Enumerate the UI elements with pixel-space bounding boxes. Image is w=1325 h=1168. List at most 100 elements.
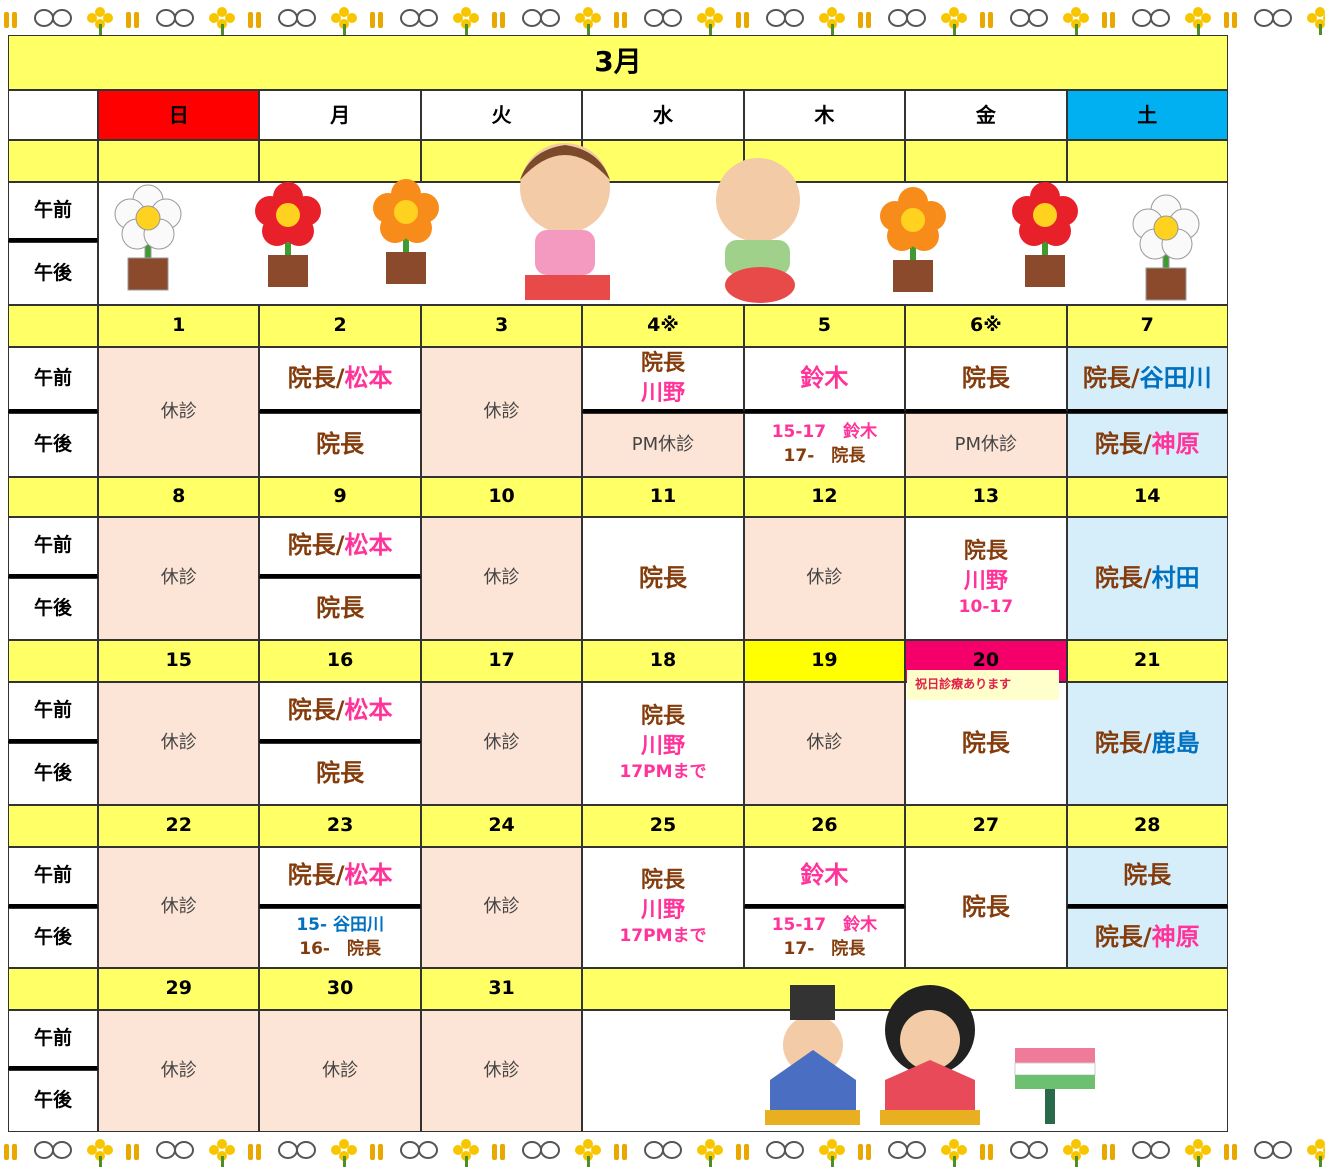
line: 休診	[161, 732, 197, 754]
date: 21	[1066, 640, 1228, 682]
text: 休診	[806, 732, 843, 754]
pm-cell: 15-17 鈴木 17- 院長	[743, 413, 906, 477]
day-cell: 休診	[98, 347, 260, 477]
text: /	[1142, 430, 1152, 459]
line: 院長/村田	[1095, 564, 1200, 593]
pm-cell: 15- 谷田川 16- 院長	[259, 908, 421, 968]
text: 7	[1140, 314, 1154, 337]
day-cell: 院長川野 17PMまで	[582, 682, 744, 805]
text: 休診	[160, 1059, 197, 1081]
text: 17- 院長	[783, 446, 866, 466]
text: 19	[811, 649, 838, 672]
line: 休診	[483, 732, 520, 754]
text: 松本	[344, 363, 393, 392]
text: 4※	[647, 314, 679, 337]
line: 休診	[161, 896, 197, 918]
text: 院長	[1094, 923, 1143, 952]
text: 休診	[806, 567, 843, 589]
line: 院長	[961, 892, 1010, 922]
text: 院長	[287, 861, 336, 890]
line: 院長	[316, 430, 364, 459]
pm-cell: 15-17 鈴木 17- 院長	[743, 908, 906, 968]
text: 神原	[1151, 430, 1200, 459]
text: 休診	[483, 896, 520, 918]
line: 院長	[641, 704, 685, 729]
text: 20	[972, 649, 1000, 672]
date: 4※	[582, 305, 744, 347]
am-cell: 院長/松本	[259, 347, 421, 413]
text: 院長	[287, 531, 336, 560]
text: 16- 院長	[299, 939, 381, 959]
am-cell: 鈴木	[743, 847, 906, 908]
text: 14	[1134, 485, 1161, 508]
text: 26	[811, 814, 838, 837]
text: 23	[326, 814, 354, 837]
line: PM休診	[955, 434, 1017, 456]
date: 14	[1066, 477, 1228, 517]
text: 院長	[640, 351, 685, 377]
text: 院長	[316, 594, 365, 623]
text: 10-17	[958, 597, 1014, 618]
text: 院長	[640, 704, 685, 730]
line: 院長/松本	[288, 696, 393, 725]
am-label: 午前	[8, 1010, 98, 1070]
date: 1	[98, 305, 260, 347]
text: 午後	[33, 762, 72, 785]
line: 17PMまで	[619, 926, 706, 947]
date: 22	[98, 805, 260, 847]
line: 休診	[322, 1059, 359, 1082]
line: 17- 院長	[784, 939, 866, 960]
line: 川野	[641, 734, 685, 759]
pm-label: 午後	[8, 1070, 98, 1132]
text: /	[335, 861, 345, 890]
text: 29	[165, 977, 192, 1000]
line: 15-17 鈴木	[772, 423, 877, 443]
pm-label: 午後	[8, 578, 98, 640]
text: 休診	[483, 1059, 520, 1081]
am-label: 午前	[8, 517, 98, 578]
am-label: 午前	[8, 182, 98, 242]
line: 川野	[641, 381, 685, 406]
text: 6※	[970, 314, 1002, 337]
blank-date	[259, 140, 421, 182]
text: 8	[172, 485, 186, 508]
line: 院長	[1123, 861, 1171, 890]
blank-date	[420, 140, 583, 182]
line: 院長	[962, 364, 1010, 393]
text: 17PMまで	[619, 762, 707, 783]
text: 28	[1134, 814, 1161, 837]
text: 院長	[961, 892, 1010, 921]
weekday: 水	[582, 90, 744, 140]
text: 午前	[33, 198, 72, 221]
line: 17PMまで	[619, 762, 707, 783]
text: 12	[811, 485, 838, 508]
text: 祝日診療あります	[915, 677, 1012, 692]
text: 午前	[33, 534, 72, 557]
text: 3	[494, 314, 509, 337]
top-decoration	[0, 0, 1325, 35]
text: 院長	[640, 868, 685, 894]
weekday: 火	[420, 90, 583, 140]
day-cell: 院長 川野 10-17	[905, 517, 1067, 640]
date: 7	[1066, 305, 1228, 347]
text: /	[335, 363, 345, 392]
text: 休診	[483, 732, 520, 754]
am-cell: 院長 川野	[582, 347, 744, 413]
text: 休診	[322, 1059, 359, 1081]
line: 院長	[316, 594, 365, 623]
line: 休診	[161, 401, 197, 423]
am-label: 午前	[8, 347, 98, 413]
text: 金	[975, 102, 996, 127]
pm-label: 午後	[8, 413, 98, 477]
am-label: 午前	[8, 847, 98, 908]
date: 31	[420, 968, 583, 1010]
text: 院長	[287, 363, 336, 392]
pm-label: 午後	[8, 242, 98, 305]
pm-label: 午後	[8, 743, 98, 805]
date-blank	[582, 968, 1228, 1010]
blank-date	[1066, 140, 1228, 182]
line: 15- 谷田川	[296, 916, 384, 936]
text: 30	[326, 977, 354, 1000]
text: 松本	[344, 531, 393, 560]
